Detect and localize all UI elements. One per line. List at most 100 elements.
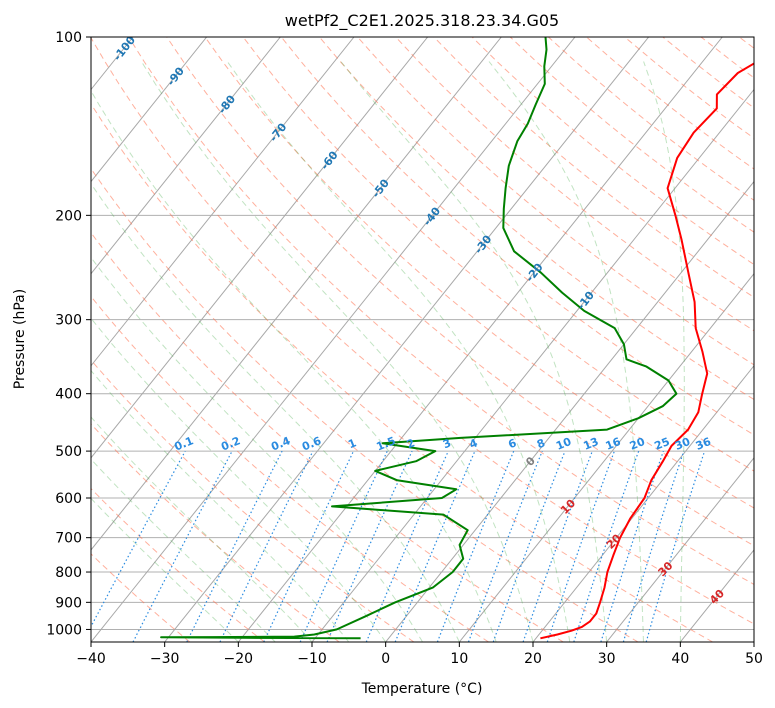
y-tick-label: 800	[55, 565, 82, 581]
isotherm-line	[91, 37, 502, 551]
isotherm-line	[0, 37, 59, 642]
dry-adiabat	[91, 553, 191, 642]
moist-adiabat	[91, 182, 460, 642]
isotherm-line	[91, 37, 355, 367]
y-tick-label: 600	[55, 491, 82, 507]
moist-adiabat	[91, 497, 239, 642]
dry-adiabat	[242, 37, 754, 472]
mixing-ratio-line	[492, 450, 566, 642]
isotherm-line	[385, 180, 754, 642]
x-axis-title: Temperature (°C)	[361, 681, 483, 697]
moist-adiabat	[91, 317, 387, 642]
mixing-ratio-label: 2	[405, 436, 417, 451]
mixing-ratio-line	[326, 450, 413, 642]
x-tick-label: 0	[381, 651, 390, 667]
y-tick-label: 400	[55, 387, 82, 403]
isotherm-line	[606, 457, 754, 642]
moist-adiabat	[488, 61, 644, 642]
isotherm-label: -100	[111, 33, 138, 63]
dry-adiabat	[91, 295, 489, 642]
moist-adiabat	[643, 61, 685, 642]
mixing-ratio-label: 25	[653, 435, 672, 453]
plot-frame	[90, 36, 755, 643]
mixing-ratio-line	[219, 450, 314, 642]
mixing-ratio-line	[91, 450, 186, 628]
mixing-ratio-line	[546, 450, 615, 642]
dry-adiabat	[91, 231, 564, 642]
isotherm-line	[91, 37, 208, 183]
background-reference-lines	[0, 37, 754, 642]
dry-adiabat	[91, 103, 713, 642]
x-tick-label: 40	[671, 651, 689, 667]
x-tick-label: 30	[598, 651, 616, 667]
dry-adiabat	[91, 37, 754, 625]
mixing-ratio-label: 10	[554, 435, 573, 453]
mixing-ratio-line	[522, 450, 593, 642]
dry-adiabat	[700, 37, 754, 79]
y-tick-label: 100	[55, 30, 82, 46]
temperature-series-line	[540, 62, 754, 640]
y-axis-title: Pressure (hPa)	[12, 289, 28, 389]
mixing-ratio-line	[394, 450, 476, 642]
mixing-ratio-label: 30	[673, 435, 692, 453]
x-tick-label: 20	[524, 651, 542, 667]
x-tick-label: −30	[150, 651, 180, 667]
special-isotherm-label: 30	[656, 559, 676, 579]
dry-adiabat	[91, 487, 265, 642]
dry-adiabat	[319, 37, 754, 401]
y-tick-label: 1000	[46, 622, 82, 638]
mixing-ratio-line	[645, 450, 706, 642]
y-tick-label: 700	[55, 531, 82, 547]
profile-series	[160, 37, 754, 640]
mixing-ratio-line	[186, 450, 283, 642]
y-tick-label: 900	[55, 595, 82, 611]
mixing-ratio-label: 16	[604, 435, 623, 453]
y-tick-label: 200	[55, 208, 82, 224]
mixing-ratio-label: 36	[694, 435, 713, 453]
mixing-ratio-line	[436, 450, 515, 642]
dry-adiabat	[357, 37, 754, 366]
mixing-ratio-line	[365, 450, 449, 642]
moist-adiabat	[226, 61, 571, 642]
dry-adiabat	[471, 37, 754, 266]
axes: −40 −30 −20 −10 0 10 20 30 40 50 1000 900 800 700 600 5…	[46, 30, 763, 667]
dry-adiabat	[91, 359, 415, 642]
mixing-ratio-label: 3	[441, 436, 453, 451]
dry-adiabat	[166, 37, 754, 547]
dry-adiabat	[395, 37, 754, 332]
isotherm-line	[237, 37, 723, 642]
x-tick-label: −10	[297, 651, 327, 667]
isotherm-line	[753, 641, 754, 642]
isotherm-line	[91, 37, 281, 275]
dry-adiabat	[204, 37, 754, 509]
mixing-ratio-line	[467, 450, 543, 642]
mixing-ratio-label: 13	[581, 435, 600, 453]
dry-adiabat	[509, 37, 754, 233]
isotherm-line	[91, 37, 576, 642]
dry-adiabat	[548, 37, 754, 201]
mixing-ratio-label: 8	[535, 436, 547, 451]
isotherm-line	[164, 37, 650, 642]
moist-adiabat	[91, 416, 313, 642]
isotherm-line	[679, 549, 754, 642]
dry-adiabat	[91, 423, 340, 642]
x-tick-label: 10	[450, 651, 468, 667]
mixing-ratio-line	[573, 450, 640, 642]
mixing-ratio-line	[600, 450, 664, 642]
special-isotherm-label: 40	[707, 587, 727, 607]
mixing-ratio-label: 20	[628, 435, 647, 453]
dry-adiabat	[91, 167, 639, 642]
mixing-ratio-line	[299, 450, 388, 642]
moist-adiabat	[91, 89, 497, 642]
isotherm-line	[458, 272, 754, 642]
isotherm-line	[91, 37, 429, 459]
isotherm-line	[532, 364, 754, 642]
moist-adiabat	[91, 369, 350, 642]
dry-adiabat	[128, 37, 754, 586]
mixing-ratio-label: 4	[468, 436, 480, 451]
special-isotherm-label: 10	[558, 497, 578, 517]
x-tick-label: −40	[76, 651, 106, 667]
chart-title: wetPf2_C2E1.2025.318.23.34.G05	[285, 11, 559, 31]
dewpoint-series-line	[160, 37, 678, 640]
moist-adiabat	[91, 256, 423, 642]
